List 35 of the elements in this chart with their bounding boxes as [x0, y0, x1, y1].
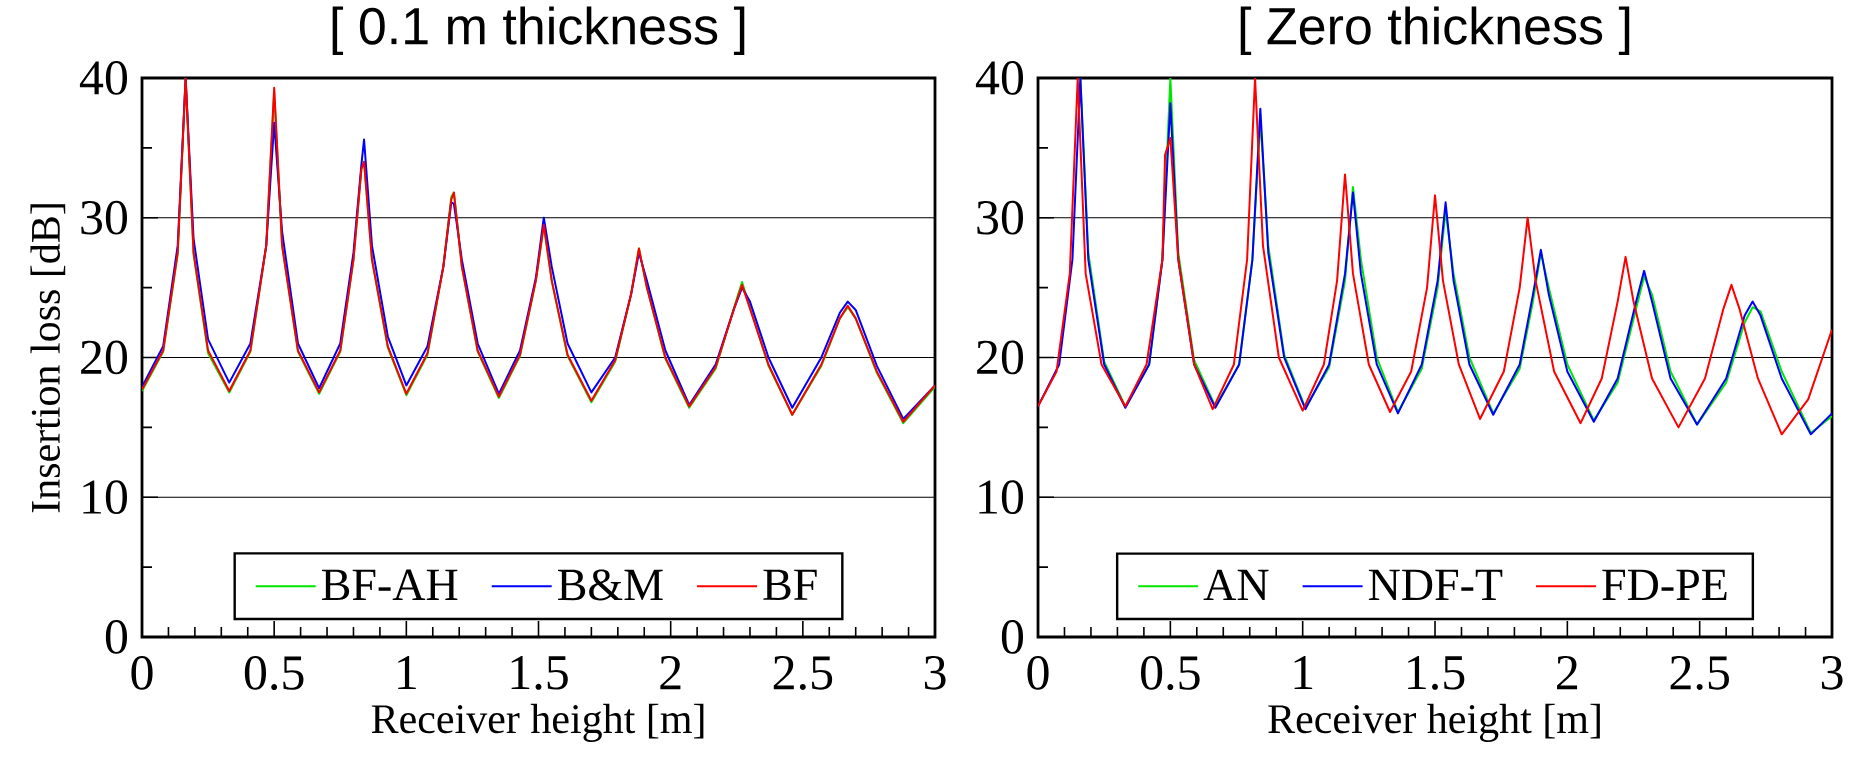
y-tick-label: 0: [1001, 620, 1024, 654]
legend-label: BF-AH: [322, 569, 458, 601]
chart-title: [ Zero thickness ]: [1240, 6, 1630, 55]
x-tick-label: 2: [660, 656, 681, 690]
y-tick-label: 30: [81, 200, 128, 235]
legend-label: NDF-T: [1368, 569, 1503, 600]
chart-title: [ 0.1 m thickness ]: [332, 6, 745, 55]
y-tick-label: 10: [83, 480, 128, 515]
x-tick-label: 3: [924, 656, 946, 690]
y-tick-label: 10: [979, 480, 1024, 515]
x-tick-label: 1: [1294, 656, 1313, 690]
legend-label: FD-PE: [1602, 569, 1727, 600]
y-tick-label: 40: [975, 61, 1024, 95]
x-tick-label: 2.5: [1670, 656, 1729, 690]
x-axis-title: Receiver height [m]: [371, 703, 704, 742]
legend-label: B&M: [558, 569, 663, 601]
x-tick-label: 3: [1821, 656, 1843, 690]
x-axis-title: Receiver height [m]: [1268, 703, 1600, 742]
x-tick-label: 0.5: [244, 656, 304, 691]
y-tick-label: 30: [977, 200, 1024, 235]
x-tick-label: 0: [1027, 656, 1049, 690]
y-tick-label: 20: [977, 340, 1024, 375]
y-tick-label: 20: [81, 340, 128, 375]
legend-label: BF: [763, 569, 817, 600]
x-tick-label: 0.5: [1141, 656, 1200, 691]
x-tick-label: 0: [131, 656, 153, 690]
y-tick-label: 40: [79, 61, 128, 95]
x-tick-label: 2.5: [773, 656, 833, 690]
y-axis-title: Insertion loss [dB]: [30, 204, 66, 513]
x-tick-label: 2: [1557, 656, 1578, 690]
y-tick-label: 0: [105, 620, 128, 654]
x-tick-label: 1.5: [1408, 656, 1465, 690]
x-tick-label: 1.5: [511, 656, 568, 690]
x-tick-label: 1: [398, 656, 416, 690]
legend-label: AN: [1203, 569, 1269, 601]
